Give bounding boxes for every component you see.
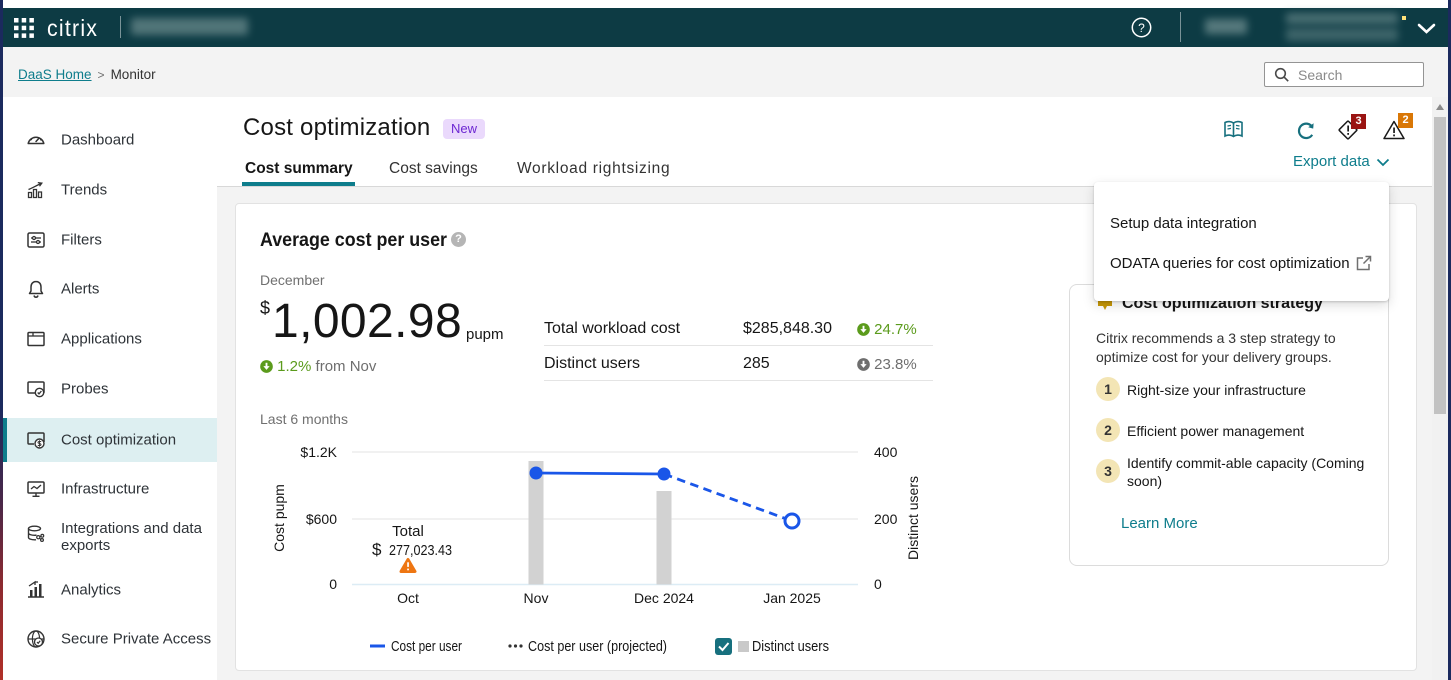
svg-text:Cost pupm: Cost pupm xyxy=(271,484,287,552)
svg-text:277,023.43: 277,023.43 xyxy=(389,542,452,559)
svg-text:Jan 2025: Jan 2025 xyxy=(763,590,821,606)
svg-text:$600: $600 xyxy=(306,511,337,527)
svg-text:Nov: Nov xyxy=(524,590,549,606)
svg-text:$1.2K: $1.2K xyxy=(300,444,337,460)
svg-text:Dec 2024: Dec 2024 xyxy=(634,590,694,606)
svg-text:Distinct users: Distinct users xyxy=(905,476,921,560)
svg-text:Total: Total xyxy=(392,523,424,540)
svg-text:?: ? xyxy=(1138,21,1145,35)
svg-text:0: 0 xyxy=(329,576,337,592)
svg-text:Cost per user: Cost per user xyxy=(391,639,462,655)
svg-text:0: 0 xyxy=(874,576,882,592)
svg-text:Cost per user (projected): Cost per user (projected) xyxy=(528,639,667,655)
svg-text:400: 400 xyxy=(874,444,898,460)
svg-text:Distinct users: Distinct users xyxy=(752,639,829,655)
svg-text:$: $ xyxy=(372,540,382,559)
svg-text:200: 200 xyxy=(874,511,898,527)
svg-text:Oct: Oct xyxy=(397,590,419,606)
